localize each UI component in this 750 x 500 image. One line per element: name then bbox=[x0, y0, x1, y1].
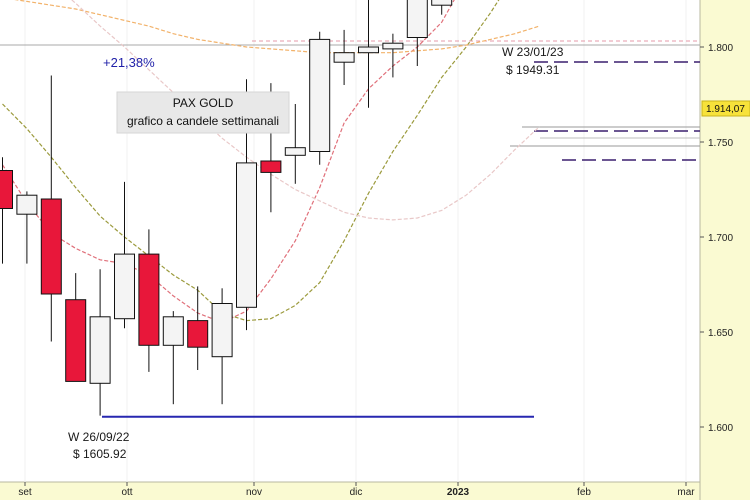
candle-body bbox=[138, 253, 160, 346]
time-axis-panel bbox=[0, 482, 700, 500]
candle bbox=[89, 269, 111, 416]
candle bbox=[309, 31, 331, 165]
x-axis-ticks: set ott nov dic 2023 feb mar bbox=[18, 482, 695, 498]
candle-body bbox=[89, 316, 111, 384]
candle-body bbox=[0, 170, 13, 209]
last-price-label: 1.914,07 bbox=[706, 104, 745, 115]
y-tick-label: 1.600 bbox=[708, 423, 733, 434]
candle-body bbox=[309, 38, 331, 152]
candle bbox=[16, 191, 38, 264]
candle bbox=[0, 157, 13, 264]
candle bbox=[162, 311, 184, 405]
x-tick-label: feb bbox=[577, 487, 591, 498]
y-tick-label: 1.650 bbox=[708, 328, 733, 339]
y-tick-label: 1.750 bbox=[708, 138, 733, 149]
candle bbox=[284, 104, 306, 184]
x-tick-label: set bbox=[18, 487, 32, 498]
x-tick-label: ott bbox=[121, 487, 132, 498]
candle-body bbox=[284, 147, 306, 156]
candle-body bbox=[65, 299, 87, 382]
candle bbox=[187, 286, 209, 370]
candle-body bbox=[187, 320, 209, 348]
candle-body bbox=[406, 0, 428, 39]
low-week-label: W 26/09/22 bbox=[68, 430, 130, 444]
x-tick-label: dic bbox=[350, 487, 363, 498]
candle-body bbox=[40, 198, 62, 295]
chart-subtitle: grafico a candele settimanali bbox=[127, 114, 279, 128]
plot-area bbox=[0, 0, 700, 482]
candle-body bbox=[236, 162, 257, 308]
x-tick-label: mar bbox=[677, 487, 695, 498]
price-axis-panel bbox=[700, 0, 750, 500]
y-tick-label: 1.700 bbox=[708, 233, 733, 244]
x-tick-label: nov bbox=[246, 487, 262, 498]
candle bbox=[333, 29, 355, 85]
candle-body bbox=[16, 194, 38, 215]
performance-label: +21,38% bbox=[103, 55, 155, 70]
candle bbox=[114, 181, 135, 329]
candle bbox=[65, 273, 87, 382]
high-price-label: $ 1949.31 bbox=[506, 63, 560, 77]
last-price-badge bbox=[701, 100, 750, 117]
grid bbox=[24, 0, 687, 482]
info-box bbox=[116, 91, 290, 134]
moving-average-2 bbox=[2, 0, 500, 322]
chart-title: PAX GOLD bbox=[173, 96, 234, 110]
candle bbox=[382, 33, 404, 78]
moving-average-3 bbox=[14, 0, 540, 54]
x-tick-label: 2023 bbox=[447, 487, 470, 498]
high-week-label: W 23/01/23 bbox=[502, 45, 564, 59]
candle-body bbox=[333, 52, 355, 63]
level-lines bbox=[0, 40, 700, 418]
candle bbox=[358, 0, 379, 108]
candle bbox=[40, 75, 62, 342]
candle bbox=[211, 288, 233, 405]
candle bbox=[138, 229, 160, 372]
candle-body bbox=[358, 46, 379, 54]
candle-body bbox=[382, 42, 404, 50]
candle-body bbox=[114, 253, 135, 320]
candle-body bbox=[260, 160, 282, 173]
y-tick-label: 1.800 bbox=[708, 43, 733, 54]
candle-body bbox=[431, 0, 453, 6]
candles bbox=[0, 0, 453, 416]
candle-body bbox=[211, 303, 233, 358]
candle-body bbox=[162, 316, 184, 346]
candle bbox=[406, 0, 428, 66]
y-axis-ticks: 1.6001.6501.7001.7501.8001.8501.9001.950… bbox=[700, 43, 733, 434]
candle bbox=[431, 0, 453, 15]
low-price-label: $ 1605.92 bbox=[73, 447, 127, 461]
